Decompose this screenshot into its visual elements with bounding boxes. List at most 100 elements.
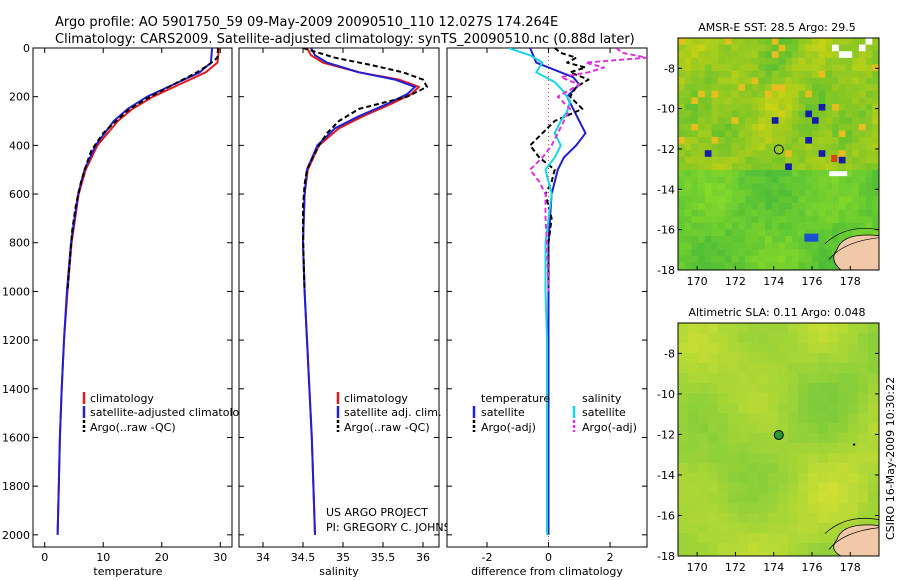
heatmap-cell [798, 533, 809, 544]
heatmap-cell [812, 51, 819, 59]
heatmap-cell [688, 543, 699, 554]
heatmap-cell [718, 373, 729, 384]
heatmap-cell [731, 255, 739, 263]
heatmap-cell [832, 44, 840, 52]
heatmap-cell [684, 203, 692, 210]
heatmap-cell [765, 110, 773, 118]
heatmap-cell [678, 255, 685, 263]
heatmap-cell [751, 163, 759, 171]
heatmap-cell [718, 393, 729, 404]
heatmap-cell [711, 229, 719, 237]
heatmap-cell [704, 77, 712, 85]
heatmap-cell [788, 553, 799, 556]
heatmap-cell [778, 229, 786, 237]
heatmap-cell [778, 503, 789, 514]
heatmap-cell [748, 443, 759, 454]
heatmap-cell [818, 57, 826, 65]
heatmap-cell [825, 196, 833, 204]
heatmap-cell [698, 77, 706, 85]
heatmap-cell [708, 493, 719, 504]
heatmap-cell [785, 150, 793, 158]
heatmap-cell [708, 363, 719, 374]
heatmap-cell [765, 97, 773, 105]
heatmap-cell [798, 97, 806, 105]
heatmap-cell [745, 262, 752, 270]
heatmap-cell [678, 222, 685, 230]
heatmap-cell [684, 163, 692, 171]
heatmap-cell [785, 189, 793, 197]
heatmap-cell [751, 222, 759, 230]
heatmap-cell [838, 523, 849, 534]
heatmap-cell [765, 163, 773, 171]
heatmap-cell [738, 353, 749, 364]
heatmap-cell [748, 493, 759, 504]
heatmap-cell [738, 51, 746, 59]
heatmap-cell [852, 209, 860, 217]
heatmap-cell [684, 196, 692, 204]
heatmap-cell [778, 38, 786, 45]
heatmap-cell [818, 473, 829, 484]
heatmap-cell [768, 483, 779, 494]
heatmap-cell [812, 110, 819, 118]
heatmap-cell [805, 38, 813, 45]
heatmap-cell [858, 183, 866, 191]
heatmap-cell [791, 209, 799, 217]
heatmap-cell [711, 236, 719, 243]
heatmap-cell [678, 156, 685, 164]
heatmap-cell [791, 123, 799, 131]
heatmap-cell [858, 110, 866, 118]
x-tick-label: 35 [336, 551, 350, 564]
heatmap-cell [865, 104, 873, 111]
heatmap-cell [751, 216, 759, 224]
heatmap-cell [872, 229, 879, 237]
heatmap-cell [708, 533, 719, 544]
heatmap-cell [678, 523, 689, 534]
heatmap-cell [688, 513, 699, 524]
heatmap-cell [678, 117, 685, 125]
heatmap-cell [865, 97, 873, 105]
heatmap-cell [718, 453, 729, 464]
heatmap-cell [825, 170, 833, 177]
heatmap-cell [758, 236, 766, 243]
y-tick-label: -10 [657, 103, 675, 116]
heatmap-cell [708, 413, 719, 424]
heatmap-cell [678, 513, 689, 524]
heatmap-cell [818, 77, 826, 85]
heatmap-cell [678, 137, 685, 144]
heatmap-cell [832, 90, 840, 98]
heatmap-cell [698, 249, 706, 257]
heatmap-cell [852, 104, 860, 111]
heatmap-cell [805, 209, 813, 217]
heatmap-cell [704, 255, 712, 263]
heatmap-cell [758, 51, 766, 59]
heatmap-cell [711, 110, 719, 118]
heatmap-cell [731, 216, 739, 224]
heatmap-cell [728, 353, 739, 364]
heatmap-cell [691, 110, 699, 118]
heatmap-cell [731, 51, 739, 59]
heatmap-cell [785, 183, 793, 191]
heatmap-cell [812, 77, 819, 85]
heatmap-cell [785, 249, 793, 257]
heatmap-cell [748, 393, 759, 404]
heatmap-cell [688, 503, 699, 514]
heatmap-cell [684, 222, 692, 230]
heatmap-cell [798, 513, 809, 524]
heatmap-cell [832, 71, 840, 78]
missing-data-patch [829, 171, 848, 177]
heatmap-cell [832, 77, 840, 85]
heatmap-cell [805, 150, 813, 158]
heatmap-cell [748, 403, 759, 414]
heatmap-cell [678, 483, 689, 494]
heatmap-cell [812, 216, 819, 224]
heatmap-cell [711, 38, 719, 45]
heatmap-cell [845, 137, 853, 144]
heatmap-cell [718, 513, 729, 524]
heatmap-cell [805, 51, 813, 59]
heatmap-cell [778, 51, 786, 59]
heatmap-cell [858, 216, 866, 224]
heatmap-cell [798, 249, 806, 257]
heatmap-cell [852, 97, 860, 105]
heatmap-cell [748, 533, 759, 544]
heatmap-cell [778, 373, 789, 384]
